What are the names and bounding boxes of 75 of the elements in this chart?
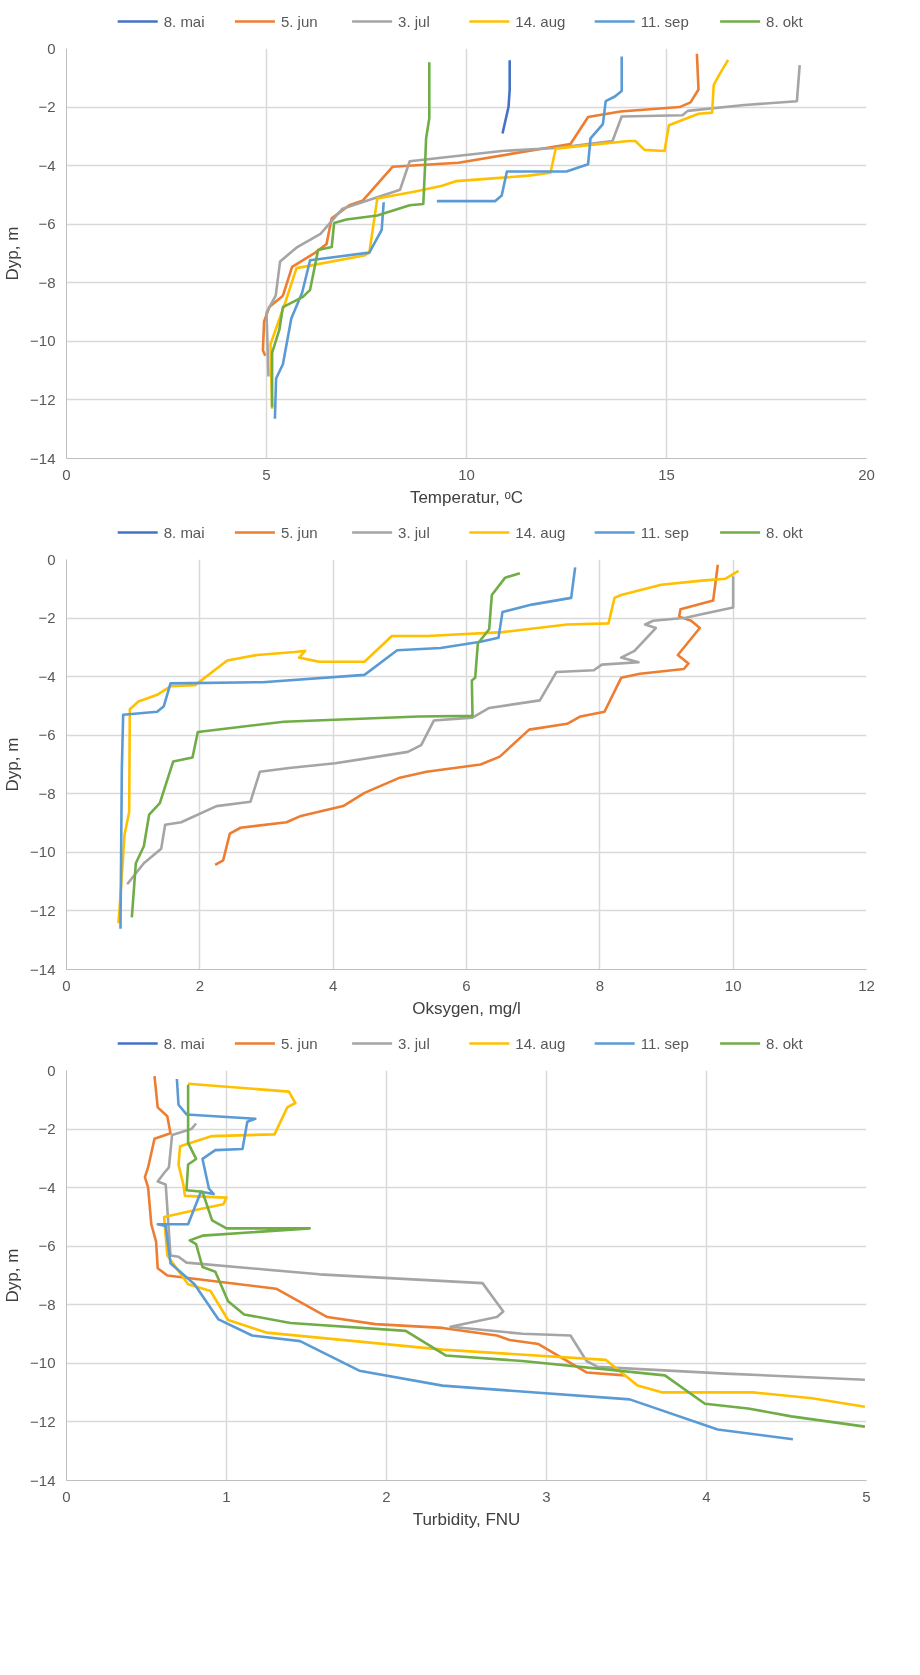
line-series (270, 60, 431, 409)
y-tick-label: −10 (30, 332, 56, 350)
y-tick-label: −2 (38, 1120, 56, 1138)
legend-label: 8. mai (163, 524, 205, 541)
legend-label: 8. okt (766, 1035, 804, 1052)
y-tick-label: −6 (38, 1237, 56, 1255)
line-series (119, 566, 577, 931)
legend-label: 3. jul (398, 1035, 430, 1052)
y-tick-label: −10 (30, 843, 56, 861)
y-tick-label: −6 (38, 215, 56, 233)
y-tick-label: −14 (30, 1471, 56, 1489)
y-tick-label: −12 (30, 1412, 56, 1430)
legend-label: 3. jul (398, 13, 430, 30)
x-tick-label: 4 (329, 976, 338, 994)
y-tick-label: −4 (38, 667, 56, 685)
y-axis-title: Dyp, m (3, 226, 23, 281)
x-tick-label: 4 (702, 1487, 711, 1505)
line-series (156, 1077, 795, 1441)
x-tick-label: 1 (222, 1487, 231, 1505)
y-axis-title: Dyp, m (3, 1248, 23, 1303)
x-tick-label: 5 (862, 1487, 871, 1505)
y-tick-label: −4 (38, 1178, 56, 1196)
x-tick-label: 3 (542, 1487, 551, 1505)
y-tick-label: −2 (38, 609, 56, 627)
legend-label: 11. sep (640, 1035, 689, 1052)
x-tick-label: 8 (595, 976, 605, 994)
y-tick-label: −12 (30, 390, 56, 408)
line-series (501, 58, 511, 135)
legend-label: 8. mai (163, 1035, 205, 1052)
x-tick-label: 20 (858, 465, 875, 483)
x-tick-label: 6 (462, 976, 471, 994)
x-tick-label: 10 (724, 976, 742, 994)
line-series (265, 63, 801, 378)
line-series (213, 563, 720, 867)
x-tick-label: 0 (62, 976, 71, 994)
x-axis-title: Oksygen, mg/l (412, 998, 521, 1018)
y-tick-label: −12 (30, 901, 56, 919)
y-tick-label: 0 (47, 39, 56, 57)
legend-label: 14. aug (515, 1035, 566, 1052)
y-tick-label: −8 (38, 273, 56, 291)
y-tick-label: 0 (47, 550, 56, 568)
legend-label: 5. jun (280, 524, 318, 541)
line-series (156, 1122, 867, 1382)
y-tick-label: −2 (38, 98, 56, 116)
legend-label: 11. sep (640, 13, 689, 30)
x-tick-label: 0 (62, 1487, 71, 1505)
legend-label: 5. jun (280, 1035, 318, 1052)
legend-label: 8. okt (766, 524, 804, 541)
legend-label: 14. aug (515, 524, 566, 541)
x-tick-label: 5 (262, 465, 271, 483)
x-axis-title: Temperatur, ᵒC (409, 487, 524, 507)
line-series (130, 571, 522, 919)
y-tick-label: −6 (38, 726, 56, 744)
legend-label: 8. okt (766, 13, 804, 30)
x-tick-label: 10 (458, 465, 475, 483)
x-tick-label: 2 (382, 1487, 391, 1505)
y-tick-label: −10 (30, 1354, 56, 1372)
y-tick-label: 0 (47, 1061, 56, 1079)
x-tick-label: 12 (858, 976, 875, 994)
y-tick-label: −8 (38, 1295, 56, 1313)
x-tick-label: 15 (658, 465, 675, 483)
y-tick-label: −14 (30, 960, 56, 978)
legend-label: 8. mai (163, 13, 205, 30)
legend-label: 3. jul (398, 524, 430, 541)
legend-label: 5. jun (280, 13, 318, 30)
y-tick-label: −8 (38, 784, 56, 802)
line-series (143, 1074, 627, 1377)
x-tick-label: 2 (195, 976, 205, 994)
legend-label: 14. aug (515, 13, 566, 30)
y-tick-label: −14 (30, 449, 56, 467)
y-tick-label: −4 (38, 156, 56, 174)
x-axis-title: Turbidity, FNU (412, 1509, 521, 1529)
legend-label: 11. sep (640, 524, 689, 541)
y-axis-title: Dyp, m (3, 737, 23, 792)
x-tick-label: 0 (62, 465, 71, 483)
